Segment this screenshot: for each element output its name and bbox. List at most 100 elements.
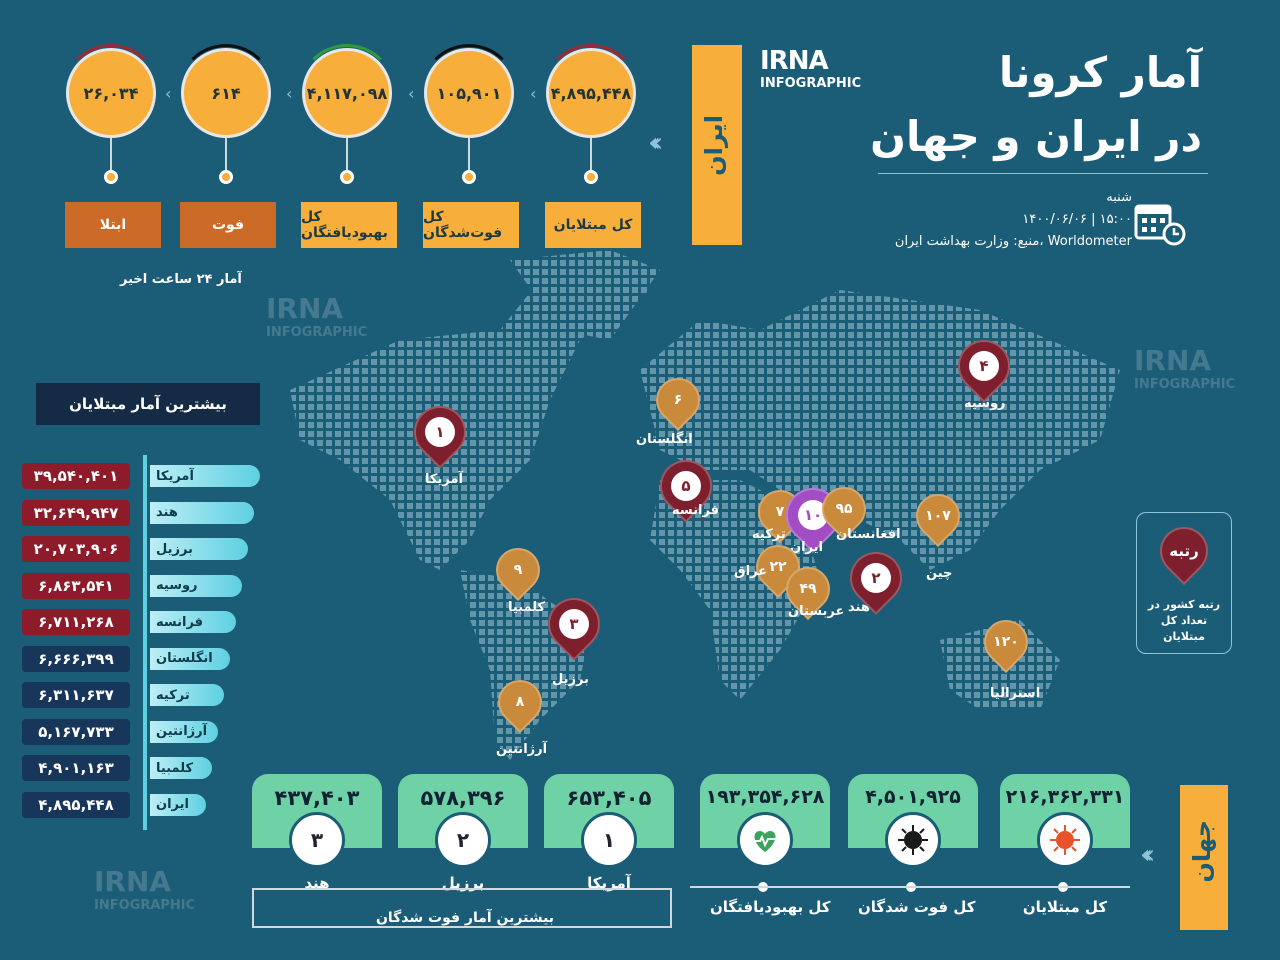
list-country: کلمبیا [150, 757, 212, 779]
stat-label: کل فوت‌شدگان [423, 202, 519, 248]
list-country: برزیل [150, 538, 248, 560]
pin-rank: ۵ [671, 471, 701, 501]
list-value: ۵,۱۶۷,۷۳۳ [22, 718, 130, 745]
list-country: آمریکا [150, 465, 260, 487]
world-total-label: کل مبتلایان [1022, 898, 1108, 916]
list-country: انگلستان [150, 647, 230, 670]
totals-line [690, 886, 1130, 888]
pin-rank: ۱۰۷ [925, 508, 951, 524]
pin-rank: ۴ [969, 351, 999, 381]
pin-country-name: هند [848, 600, 870, 615]
virus-icon [1037, 812, 1093, 868]
circle-arc [62, 44, 160, 142]
page-title: آمار کرونا [998, 48, 1202, 97]
pin-rank: ۴۹ [799, 581, 817, 597]
stat-circle: ۲۶,۰۳۴ [66, 48, 156, 138]
pin-country-name: انگلستان [636, 432, 693, 447]
pin-rank: ۱ [425, 417, 455, 447]
world-total-label: کل بهبودیافتگان [710, 898, 831, 916]
stat-circle: ۴,۸۹۵,۴۴۸ [546, 48, 636, 138]
list-value: ۴,۸۹۵,۴۴۸ [22, 791, 130, 818]
deaths-bracket-left [252, 888, 254, 928]
pin-country-name: کلمبیا [508, 600, 546, 615]
death-country: هند [304, 874, 330, 892]
deaths-bracket [252, 888, 672, 890]
circle-arc [542, 44, 640, 142]
chevrons-icon: ‹‹‹ [648, 128, 663, 158]
pin-country-name: روسیه [964, 396, 1006, 411]
list-country: فرانسه [150, 611, 236, 633]
pin-rank: ۶ [673, 392, 683, 408]
black-virus-icon [885, 812, 941, 868]
stat-label: کل بهبودیافتگان [301, 202, 397, 248]
deaths-bracket-bottom [252, 926, 672, 928]
death-rank: ۱ [581, 812, 637, 868]
page-subtitle: در ایران و جهان [870, 112, 1202, 161]
stat-circle: ۴,۱۱۷,۰۹۸ [302, 48, 392, 138]
stat-dot [340, 170, 354, 184]
stat-label: ابتلا [65, 202, 161, 248]
last-24h-note: آمار ۲۴ ساعت اخیر [120, 272, 242, 287]
world-total-label: کل فوت شدگان [858, 898, 976, 916]
list-country: روسیه [150, 574, 242, 597]
stat-connector [225, 138, 227, 172]
legend-text: رتبه کشور در تعداد کل مبتلایان [1147, 598, 1221, 643]
circle-arc [298, 44, 396, 142]
day-label: شنبه [1106, 190, 1132, 205]
pin-country-name: فرانسه [672, 503, 720, 518]
world-section-label: جهان [1180, 785, 1228, 930]
chevron-left-icon: ‹ [530, 84, 537, 103]
stat-dot [462, 170, 476, 184]
calendar-clock-icon [1134, 204, 1186, 246]
circle-arc [420, 44, 518, 142]
legend-title: رتبه [1169, 542, 1199, 560]
pin-country-name: آمریکا [425, 472, 463, 487]
pin-country-name: عربستان [788, 604, 845, 619]
source-text: منبع: وزارت بهداشت ایران، Worldometer [894, 234, 1132, 249]
circle-arc [177, 44, 275, 142]
list-value: ۲۰,۷۰۳,۹۰۶ [22, 536, 130, 562]
stat-dot [104, 170, 118, 184]
list-value: ۶,۶۶۶,۳۹۹ [22, 645, 130, 672]
deaths-heading: بیشترین آمار فوت شدگان [340, 910, 590, 926]
list-country: ایران [150, 793, 206, 816]
watermark-logo: IRNA INFOGRAPHIC [94, 865, 196, 913]
death-rank: ۲ [435, 812, 491, 868]
death-rank: ۳ [289, 812, 345, 868]
list-value: ۶,۷۱۱,۲۶۸ [22, 609, 130, 635]
pin-rank: ۲ [861, 563, 891, 593]
rank-legend: رتبه رتبه کشور در تعداد کل مبتلایان [1136, 512, 1232, 654]
stat-connector [590, 138, 592, 172]
stat-circle: ۱۰۵,۹۰۱ [424, 48, 514, 138]
list-value: ۶,۳۱۱,۶۳۷ [22, 682, 130, 708]
chevron-left-icon: ‹ [286, 84, 293, 103]
stat-connector [468, 138, 470, 172]
chevrons-icon: ‹‹‹ [1140, 840, 1155, 870]
stat-label: فوت [180, 202, 276, 248]
date-time: ۱۴۰۰/۰۶/۰۶ | ۱۵:۰۰ [1022, 212, 1132, 227]
watermark-logo: IRNA INFOGRAPHIC [1134, 344, 1236, 392]
list-country: ترکیه [150, 684, 224, 706]
pin-country-name: ایران [790, 540, 823, 555]
list-value: ۴,۹۰۱,۱۶۳ [22, 755, 130, 781]
stat-label: کل مبتلایان [545, 202, 641, 248]
pin-country-name: چین [926, 566, 953, 581]
stat-dot [219, 170, 233, 184]
list-divider [143, 455, 147, 830]
list-country: آرژانتین [150, 720, 218, 743]
pin-rank: ۹۵ [835, 501, 853, 517]
pin-rank: ۲۲ [769, 559, 787, 575]
top-cases-heading: بیشترین آمار مبتلایان [36, 383, 260, 425]
divider [878, 173, 1208, 174]
pin-rank: ۸ [515, 694, 525, 710]
death-country: آمریکا [587, 874, 631, 892]
list-value: ۳۹,۵۴۰,۴۰۱ [22, 463, 130, 489]
deaths-bracket-right [670, 888, 672, 928]
list-country: هند [150, 501, 254, 524]
list-value: ۳۲,۶۴۹,۹۴۷ [22, 499, 130, 526]
death-country: برزیل [441, 874, 485, 892]
list-value: ۶,۸۶۳,۵۴۱ [22, 572, 130, 599]
watermark-logo: IRNA INFOGRAPHIC [266, 292, 368, 340]
pin-country-name: برزیل [552, 672, 589, 687]
pin-country-name: آرژانتین [496, 742, 548, 757]
